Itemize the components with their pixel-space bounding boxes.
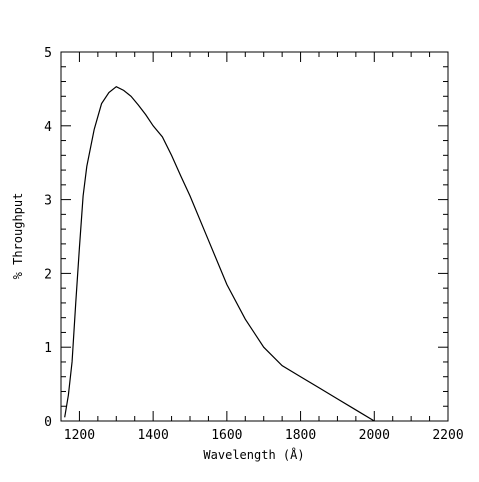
data-point <box>68 395 69 396</box>
data-point <box>64 417 65 418</box>
data-point <box>263 347 264 348</box>
y-tick-label: 5 <box>44 46 52 61</box>
data-point <box>79 247 80 248</box>
y-tick-label: 4 <box>44 120 52 135</box>
x-tick-label: 1200 <box>64 428 95 443</box>
data-point <box>108 92 109 93</box>
data-point <box>94 129 95 130</box>
data-point <box>189 195 190 196</box>
x-tick-label: 2000 <box>359 428 390 443</box>
data-point <box>282 365 283 366</box>
x-tick-label: 1400 <box>137 428 168 443</box>
data-point <box>153 125 154 126</box>
data-point <box>116 86 117 87</box>
data-point <box>300 376 301 377</box>
axis-ticks <box>60 51 449 422</box>
data-point <box>245 319 246 320</box>
x-axis-label: Wavelength (Å) <box>203 447 304 462</box>
data-point <box>71 361 72 362</box>
data-point <box>226 284 227 285</box>
x-tick-labels: 1200 1400 1600 1800 2000 2200 <box>64 428 464 443</box>
data-point <box>138 105 139 106</box>
plot-frame <box>60 51 449 422</box>
data-points <box>64 86 375 422</box>
data-point <box>83 195 84 196</box>
x-tick-label: 1600 <box>211 428 242 443</box>
throughput-curve <box>64 85 375 422</box>
data-point <box>75 302 76 303</box>
y-axis-label: % Throughput <box>11 193 25 280</box>
y-tick-label: 2 <box>44 267 52 282</box>
data-point <box>355 409 356 410</box>
x-tick-label: 2200 <box>432 428 463 443</box>
y-tick-labels: 0 1 2 3 4 5 <box>44 46 52 430</box>
x-tick-label: 1800 <box>285 428 316 443</box>
data-point <box>318 387 319 388</box>
data-point <box>123 90 124 91</box>
data-point <box>208 240 209 241</box>
data-point <box>130 96 131 97</box>
data-point <box>162 136 163 137</box>
data-point <box>374 420 375 421</box>
y-tick-label: 1 <box>44 341 52 356</box>
data-point <box>171 155 172 156</box>
y-tick-label: 0 <box>44 415 52 430</box>
data-point <box>86 166 87 167</box>
data-point <box>145 114 146 115</box>
data-point <box>337 398 338 399</box>
data-point <box>101 103 102 104</box>
data-point <box>180 175 181 176</box>
y-tick-label: 3 <box>44 194 52 209</box>
